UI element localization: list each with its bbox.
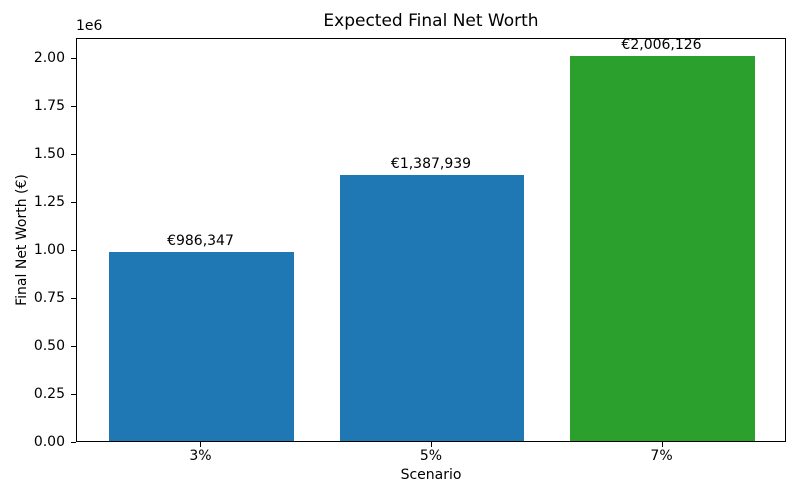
x-tick-mark xyxy=(200,442,202,447)
y-tick-label: 2.00 xyxy=(33,50,65,67)
x-tick-mark xyxy=(661,442,663,447)
chart-title: Expected Final Net Worth xyxy=(323,11,539,31)
x-tick-label: 3% xyxy=(189,448,212,464)
y-tick-label: 1.75 xyxy=(33,98,65,115)
plot-area xyxy=(76,38,786,442)
bar-3% xyxy=(109,251,294,441)
y-axis-label: Final Net Worth (€) xyxy=(14,174,30,306)
y-tick-label: 0.00 xyxy=(33,434,65,450)
bar-value-label: €1,387,939 xyxy=(390,155,472,172)
y-tick-mark xyxy=(71,442,76,443)
y-tick-mark xyxy=(71,298,76,300)
x-tick-label: 7% xyxy=(650,448,673,464)
y-tick-label: 0.50 xyxy=(33,338,65,355)
y-tick-mark xyxy=(71,106,76,108)
x-tick-label: 5% xyxy=(419,448,443,464)
y-tick-mark xyxy=(71,202,76,204)
y-tick-label: 1.50 xyxy=(33,146,65,163)
y-tick-label: 1.00 xyxy=(33,242,65,259)
x-axis-label: Scenario xyxy=(400,467,462,483)
y-tick-label: 1.25 xyxy=(33,194,65,211)
y-axis-offset-label: 1e6 xyxy=(76,18,103,34)
y-tick-mark xyxy=(71,58,76,60)
bar-5% xyxy=(339,174,525,441)
bar-value-label: €986,347 xyxy=(167,232,234,249)
bar-value-label: €2,006,126 xyxy=(621,37,702,54)
y-tick-mark xyxy=(71,346,76,348)
x-tick-mark xyxy=(431,442,432,447)
y-tick-mark xyxy=(71,154,76,156)
y-tick-mark xyxy=(71,394,76,396)
y-tick-label: 0.25 xyxy=(33,386,65,403)
y-tick-label: 0.75 xyxy=(33,290,65,307)
bar-7% xyxy=(570,56,755,441)
y-tick-mark xyxy=(71,250,76,252)
